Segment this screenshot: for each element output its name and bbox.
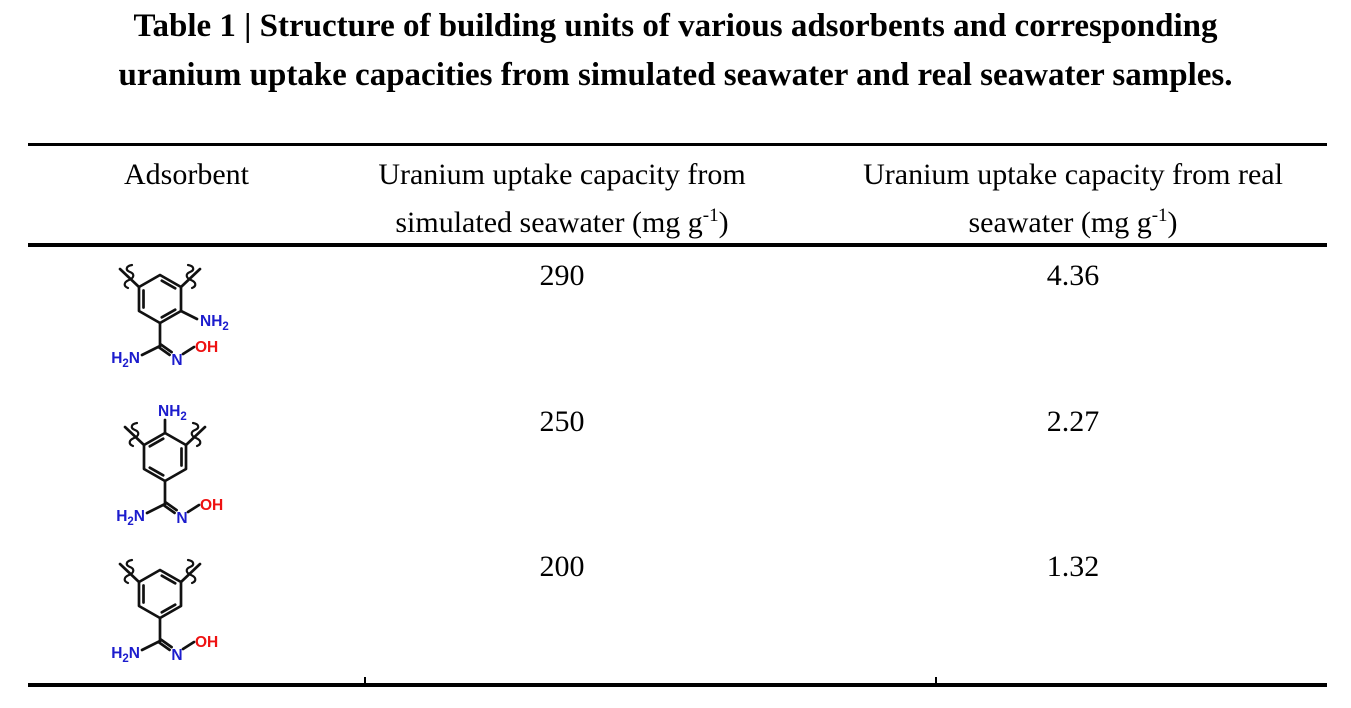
- ring-amino-group: NH2: [158, 403, 187, 435]
- h2n-label: H2N: [111, 350, 140, 370]
- h2n-label: H2N: [111, 645, 140, 665]
- attachment-squiggle-right: [184, 421, 207, 448]
- table-title-line1: Table 1 | Structure of building units of…: [133, 8, 1218, 44]
- h2n-label: H2N: [116, 508, 145, 528]
- adsorbent-structure-1: NH2 H2N N OH: [100, 255, 240, 380]
- amidoxime-group: H2N N OH: [111, 321, 218, 370]
- nh2-label: NH2: [200, 313, 229, 333]
- column-header-real-line1: Uranium uptake capacity from real: [863, 158, 1283, 191]
- column-header-simulated: Uranium uptake capacity from simulated s…: [362, 151, 762, 247]
- superscript-unit: -1: [1151, 205, 1168, 226]
- adsorbent-structure-3: H2N N OH: [100, 550, 240, 675]
- row1-simulated-value: 290: [539, 259, 585, 292]
- amidoxime-group: H2N N OH: [111, 616, 218, 665]
- column-header-adsorbent: Adsorbent: [124, 158, 249, 191]
- table-top-rule: [28, 143, 1327, 146]
- n-label: N: [176, 510, 187, 527]
- benzene-ring: [137, 568, 183, 620]
- attachment-squiggle-right: [179, 558, 202, 585]
- benzene-ring: [137, 273, 183, 325]
- oh-label: OH: [195, 339, 218, 356]
- ring-amino-group: NH2: [179, 309, 229, 333]
- n-label: N: [171, 647, 182, 664]
- attachment-squiggle-right: [179, 263, 202, 290]
- table-title-line2: uranium uptake capacities from simulated…: [118, 57, 1233, 93]
- attachment-squiggle-left: [118, 263, 141, 290]
- column-header-real-line2: seawater (mg g-1): [968, 205, 1178, 239]
- nh2-label: NH2: [158, 403, 187, 423]
- column-header-simulated-line1: Uranium uptake capacity from: [378, 158, 746, 191]
- column-divider-tick-1: [364, 677, 366, 684]
- table-title: Table 1 | Structure of building units of…: [0, 2, 1351, 100]
- attachment-squiggle-left: [123, 421, 146, 448]
- benzene-ring: [142, 431, 188, 483]
- oh-label: OH: [195, 634, 218, 651]
- table-header-rule: [28, 243, 1327, 247]
- row3-real-value: 1.32: [1046, 550, 1100, 583]
- attachment-squiggle-left: [118, 558, 141, 585]
- table-bottom-rule: [28, 683, 1327, 687]
- column-divider-tick-2: [935, 677, 937, 684]
- row2-simulated-value: 250: [539, 405, 585, 438]
- amidoxime-group: H2N N OH: [116, 479, 223, 528]
- column-header-real: Uranium uptake capacity from real seawat…: [853, 151, 1293, 247]
- row1-real-value: 4.36: [1046, 259, 1100, 292]
- adsorbent-structure-2: NH2 H2N N OH: [105, 398, 245, 533]
- row2-real-value: 2.27: [1046, 405, 1100, 438]
- row3-simulated-value: 200: [539, 550, 585, 583]
- column-header-simulated-line2: simulated seawater (mg g-1): [395, 205, 729, 239]
- superscript-unit: -1: [702, 205, 719, 226]
- n-label: N: [171, 352, 182, 369]
- oh-label: OH: [200, 497, 223, 514]
